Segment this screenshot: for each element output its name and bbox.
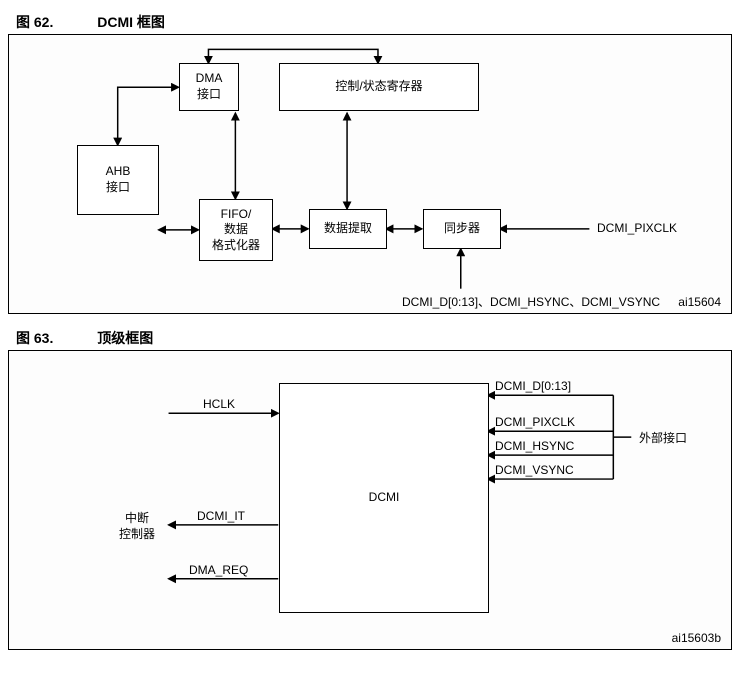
- figure62-number: 图 62.: [16, 14, 53, 30]
- figure63-panel: DCMI HCLK DCMI_IT 中断控制器 DMA_REQ DCMI_D[0:13] D…: [8, 350, 732, 650]
- label-dcmi-it: DCMI_IT: [197, 509, 245, 523]
- box-ctrl: 控制/状态寄存器: [279, 63, 479, 111]
- label-dma-req: DMA_REQ: [189, 563, 248, 577]
- box-dcmi: DCMI: [279, 383, 489, 613]
- label-irqctl-1: 中断: [125, 509, 149, 526]
- box-dma: DMA接口: [179, 63, 239, 111]
- label-rsig-3: DCMI_VSYNC: [495, 463, 574, 477]
- label-rsig-2: DCMI_HSYNC: [495, 439, 574, 453]
- label-rsig-1: DCMI_PIXCLK: [495, 415, 575, 429]
- label-pixclk: DCMI_PIXCLK: [597, 221, 677, 235]
- figure63-diagram: DCMI HCLK DCMI_IT 中断控制器 DMA_REQ DCMI_D[0:13] D…: [9, 351, 731, 651]
- figure62-caption: DCMI 框图: [97, 14, 165, 30]
- label-rsig-0: DCMI_D[0:13]: [495, 379, 571, 393]
- label-irqctl-2: 控制器: [119, 525, 155, 542]
- box-ahb: AHB接口: [77, 145, 159, 215]
- label-hclk: HCLK: [203, 397, 235, 411]
- label-ext-if: 外部接口: [639, 429, 687, 446]
- figure62-ref: ai15604: [678, 295, 721, 309]
- figure62-diagram: DMA接口控制/状态寄存器 AHB接口 FIFO/数据格式化器数据提取同步器 DCMI…: [9, 35, 731, 315]
- figure63-title: 图 63. 顶级框图: [16, 328, 732, 348]
- figure63-caption: 顶级框图: [97, 330, 153, 346]
- box-sync: 同步器: [423, 209, 501, 249]
- label-databus: DCMI_D[0:13]、DCMI_HSYNC、DCMI_VSYNC: [402, 293, 660, 310]
- figure63-ref: ai15603b: [672, 631, 721, 645]
- figure63-number: 图 63.: [16, 330, 53, 346]
- box-extract: 数据提取: [309, 209, 387, 249]
- figure62-title: 图 62. DCMI 框图: [16, 12, 732, 32]
- figure62-panel: DMA接口控制/状态寄存器 AHB接口 FIFO/数据格式化器数据提取同步器 DCMI…: [8, 34, 732, 314]
- box-fifo: FIFO/数据格式化器: [199, 199, 273, 261]
